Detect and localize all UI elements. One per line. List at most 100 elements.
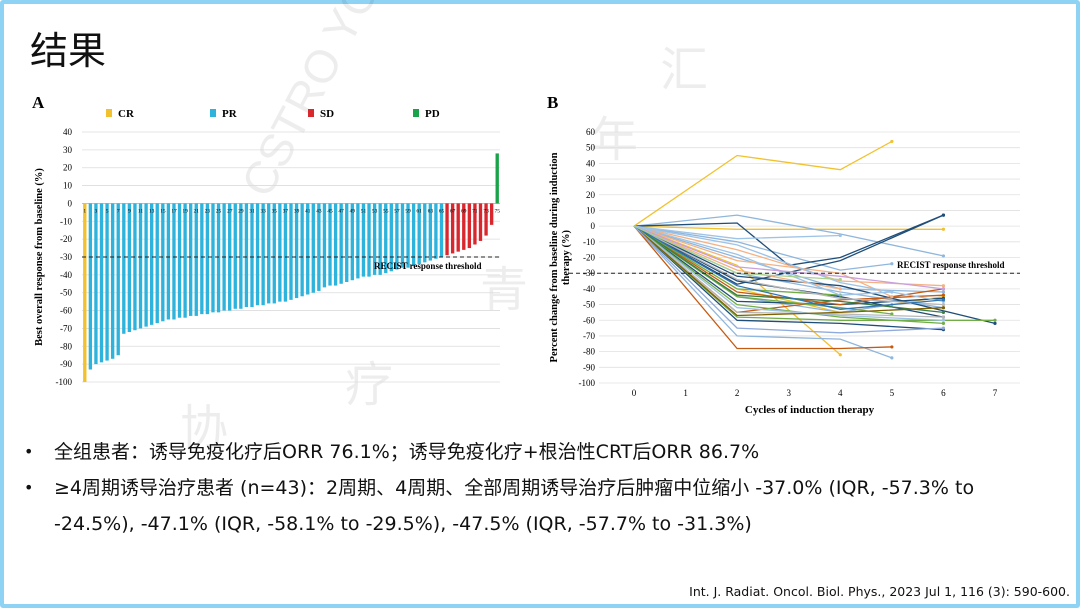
- x-tick-label: 23: [205, 208, 211, 214]
- y-tick-label: 30: [63, 145, 73, 155]
- bar-patient-22: [200, 203, 204, 315]
- series-line-36: [633, 225, 944, 334]
- bar-patient-29: [239, 203, 243, 309]
- series-end-point-29: [890, 290, 894, 294]
- series-line-17: [633, 225, 892, 350]
- bar-patient-42: [311, 203, 315, 293]
- series-end-point-9: [941, 290, 946, 294]
- bar-patient-67: [450, 203, 455, 254]
- series-end-point-20: [941, 284, 946, 288]
- series-line-30: [633, 225, 944, 321]
- y-tick-label: -50: [60, 288, 72, 298]
- series-end-point-31: [838, 233, 842, 238]
- bar-patient-65: [439, 203, 444, 257]
- bullet-list: 全组患者：诱导免疫化疗后ORR 76.1%；诱导免疫化疗+根治性CRT后ORR …: [22, 434, 1042, 542]
- y-axis-label-line-1: Percent change from baseline during indu…: [549, 152, 560, 362]
- bar-patient-40: [300, 203, 304, 297]
- bar-patient-8: [122, 203, 126, 334]
- x-tick-label: 49: [350, 208, 356, 214]
- y-tick-label: -30: [60, 252, 72, 262]
- series-end-point-33: [941, 302, 946, 307]
- chart-b: B Percent change from baseline during ind…: [547, 93, 1020, 416]
- x-tick-label: 37: [283, 208, 289, 214]
- x-tick-label: 9: [128, 208, 131, 214]
- bar-patient-36: [278, 203, 282, 302]
- bar-patient-3: [94, 203, 98, 365]
- bar-patient-35: [272, 203, 276, 304]
- bar-patient-66: [445, 203, 449, 256]
- x-tick-label: 33: [260, 208, 266, 214]
- x-tick-label: 35: [272, 208, 278, 214]
- bar-patient-51: [361, 203, 366, 277]
- y-tick-label: 50: [586, 143, 596, 153]
- x-tick-label: 55: [383, 208, 389, 214]
- legend-label-pd: PD: [425, 108, 440, 120]
- x-tick-label: 3: [95, 208, 98, 214]
- y-tick-label: -10: [583, 237, 595, 247]
- y-axis-label: Best overall response from baseline (%): [34, 168, 45, 346]
- series-end-point-22: [838, 287, 842, 291]
- bar-patient-23: [205, 203, 210, 315]
- series-line-27: [633, 225, 944, 314]
- series-line-26: [633, 225, 841, 296]
- x-tick-label: 57: [394, 208, 400, 214]
- bar-patient-46: [333, 203, 338, 286]
- bar-patient-74: [489, 203, 494, 225]
- x-tick-label: 6: [941, 388, 946, 398]
- series-line-10: [633, 225, 893, 359]
- x-tick-label: 5: [106, 208, 109, 214]
- x-tick-label: 47: [338, 208, 344, 214]
- series-line-2: [633, 225, 944, 230]
- bar-patient-69: [462, 203, 466, 250]
- y-tick-label: -80: [60, 341, 72, 351]
- x-tick-label: 61: [416, 208, 422, 214]
- series-end-point-6: [890, 262, 894, 266]
- series-line-31: [633, 225, 841, 240]
- bar-patient-17: [172, 203, 176, 320]
- bar-patient-24: [211, 203, 215, 313]
- x-tick-label: 53: [372, 208, 378, 214]
- series-end-point-38: [838, 277, 842, 282]
- bar-patient-53: [372, 203, 377, 275]
- y-tick-label: -60: [60, 306, 72, 316]
- y-axis-label: Percent change from baseline during indu…: [549, 152, 572, 362]
- bar-patient-60: [411, 203, 416, 266]
- bar-patient-63: [428, 203, 433, 261]
- bar-patient-21: [194, 203, 198, 316]
- x-tick-label: 0: [632, 388, 637, 398]
- bar-patient-7: [116, 203, 120, 356]
- y-tick-label: -60: [583, 315, 595, 325]
- series-line-14: [633, 225, 944, 331]
- series-end-point-34: [941, 306, 946, 310]
- series-end-point-3: [838, 353, 842, 357]
- bar-patient-58: [400, 203, 405, 268]
- series-line-1: [633, 140, 893, 227]
- series-end-point-35: [941, 287, 946, 291]
- bar-patient-64: [434, 203, 438, 259]
- series-end-point-12: [941, 213, 946, 217]
- legend-swatch-pr: [210, 109, 216, 117]
- x-tick-label: 21: [194, 208, 200, 214]
- series-end-point-32: [941, 315, 946, 319]
- legend-label-pr: PR: [222, 108, 238, 120]
- x-tick-label: 45: [327, 208, 333, 214]
- series-end-point-2: [941, 227, 946, 231]
- recist-threshold-label: RECIST response threshold: [374, 261, 482, 271]
- bar-patient-12: [144, 203, 148, 327]
- bar-patient-48: [345, 203, 349, 282]
- bar-patient-71: [473, 203, 477, 245]
- bar-patient-72: [478, 203, 483, 241]
- bar-patient-43: [317, 203, 321, 291]
- x-tick-label: 65: [439, 208, 445, 214]
- bullet-tumor-shrinkage: ≥4周期诱导治疗患者 (n=43)：2周期、4周期、全部周期诱导治疗后肿瘤中位缩…: [22, 470, 1042, 542]
- y-tick-label: 0: [68, 198, 73, 208]
- bar-patient-39: [294, 203, 299, 299]
- recist-threshold-label: RECIST response threshold: [897, 260, 1005, 270]
- series-end-point-37: [941, 298, 946, 302]
- slide-title: 结果: [30, 29, 107, 73]
- bar-patient-61: [417, 203, 421, 265]
- y-tick-label: -80: [583, 347, 595, 357]
- legend-swatch-sd: [308, 109, 314, 117]
- y-tick-label: 30: [586, 174, 596, 184]
